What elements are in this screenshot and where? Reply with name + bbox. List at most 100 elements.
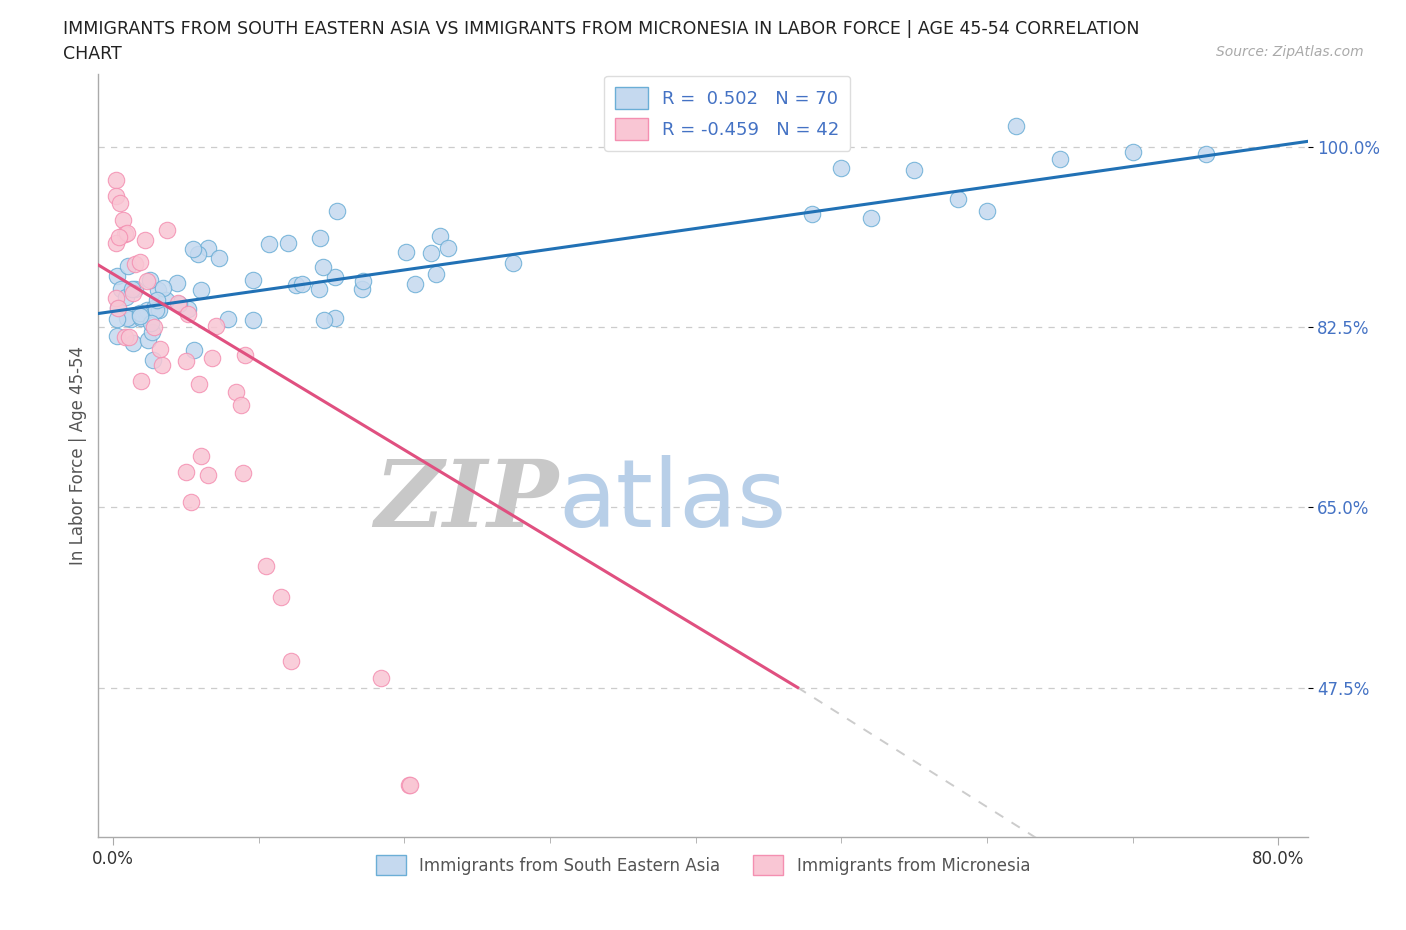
Point [136,273,159,288]
Point [309,231,332,246]
Point [105,329,128,344]
Point [859,210,882,225]
Point [104,235,127,250]
Point [105,269,128,284]
Point [229,397,252,412]
Point [115,311,138,325]
Point [201,351,224,365]
Point [128,309,150,324]
Y-axis label: In Labor Force | Age 45-54: In Labor Force | Age 45-54 [69,346,87,565]
Point [136,333,159,348]
Point [108,230,131,245]
Point [323,270,346,285]
Point [425,267,447,282]
Point [437,241,460,256]
Point [233,347,256,362]
Point [197,468,219,483]
Point [120,312,142,326]
Point [129,305,152,320]
Point [190,448,212,463]
Text: Source: ZipAtlas.com: Source: ZipAtlas.com [1216,45,1364,59]
Point [225,384,247,399]
Point [114,227,136,242]
Point [149,341,172,356]
Point [352,282,374,297]
Point [107,300,129,315]
Point [121,336,143,351]
Point [291,276,314,291]
Point [325,311,347,325]
Point [141,325,163,339]
Point [121,286,143,300]
Point [177,301,200,316]
Point [197,240,219,255]
Point [205,318,228,333]
Point [112,213,135,228]
Point [135,302,157,317]
Point [124,256,146,271]
Point [190,283,212,298]
Point [395,245,418,259]
Point [148,303,170,318]
Point [308,282,330,297]
Point [242,272,264,287]
Point [124,281,146,296]
Point [107,300,129,315]
Text: atlas: atlas [558,456,786,548]
Point [166,296,188,311]
Point [142,320,165,335]
Point [232,465,254,480]
Point [1194,146,1216,161]
Point [398,778,420,793]
Point [104,290,127,305]
Point [181,242,204,257]
Point [146,283,169,298]
Point [187,377,209,392]
Point [156,222,179,237]
Point [110,195,132,210]
Point [270,590,292,604]
Point [117,259,139,273]
Point [280,654,302,669]
Point [129,311,152,325]
Point [118,329,141,344]
Point [167,297,190,312]
Point [139,315,162,330]
Point [903,163,925,178]
Point [105,312,128,326]
Point [277,235,299,250]
Point [152,281,174,296]
Point [129,373,152,388]
Point [104,173,127,188]
Point [830,160,852,175]
Point [946,192,969,206]
Point [1122,145,1144,160]
Point [1005,118,1028,133]
Point [134,232,156,247]
Point [183,342,205,357]
Point [242,312,264,327]
Text: CHART: CHART [63,45,122,62]
Point [166,275,188,290]
Point [121,282,143,297]
Point [146,293,169,308]
Point [110,282,132,297]
Point [404,276,426,291]
Point [801,206,824,221]
Point [115,290,138,305]
Point [174,464,197,479]
Point [208,250,231,265]
Point [326,204,349,219]
Point [1049,152,1071,166]
Point [217,311,239,325]
Point [370,671,392,685]
Point [104,188,127,203]
Point [176,353,198,368]
Point [352,273,374,288]
Point [502,256,524,271]
Point [142,352,165,367]
Point [155,293,177,308]
Point [142,300,165,315]
Point [429,228,451,243]
Point [128,255,150,270]
